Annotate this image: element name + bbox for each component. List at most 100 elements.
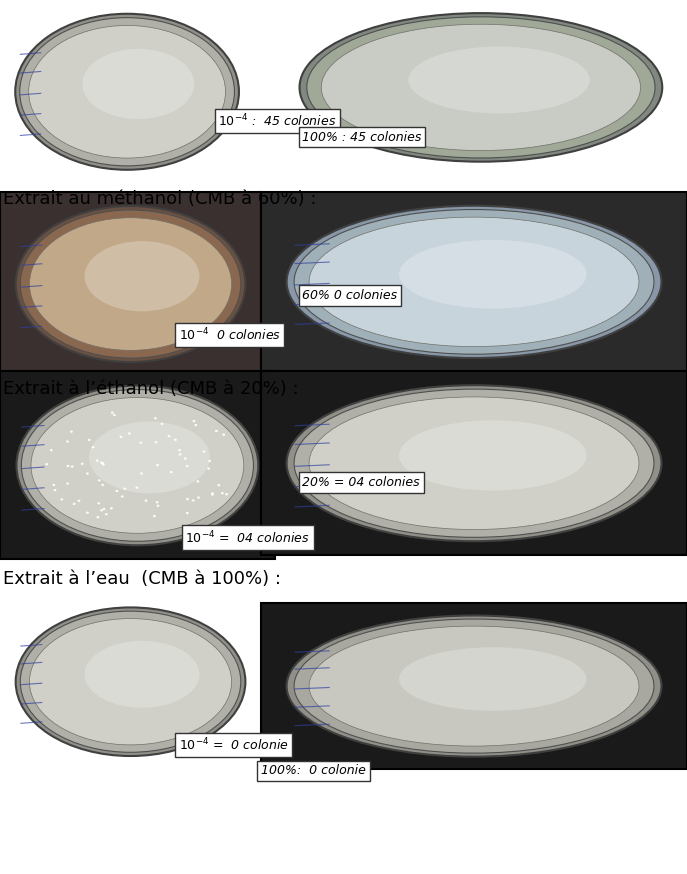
Ellipse shape — [67, 465, 69, 467]
Ellipse shape — [81, 462, 84, 465]
Ellipse shape — [309, 217, 639, 347]
Ellipse shape — [294, 389, 654, 538]
Ellipse shape — [88, 439, 91, 441]
Ellipse shape — [60, 498, 63, 501]
Text: Extrait à l’éthanol (CMB à 20%) :: Extrait à l’éthanol (CMB à 20%) : — [3, 380, 299, 399]
Ellipse shape — [170, 471, 172, 474]
Text: Extrait au méthanol (CMB à 60%) :: Extrait au méthanol (CMB à 60%) : — [3, 190, 317, 208]
Ellipse shape — [399, 420, 587, 490]
Ellipse shape — [121, 496, 124, 497]
Ellipse shape — [30, 619, 232, 745]
Text: 60% 0 colonies: 60% 0 colonies — [302, 289, 397, 302]
Ellipse shape — [192, 499, 194, 502]
Ellipse shape — [221, 492, 224, 495]
Ellipse shape — [16, 385, 258, 545]
Ellipse shape — [144, 499, 148, 502]
Ellipse shape — [179, 454, 181, 455]
Ellipse shape — [184, 457, 187, 460]
Ellipse shape — [105, 513, 108, 516]
Ellipse shape — [174, 439, 177, 441]
Ellipse shape — [185, 465, 189, 468]
Ellipse shape — [225, 493, 228, 496]
Ellipse shape — [82, 49, 194, 119]
Ellipse shape — [139, 441, 142, 444]
Ellipse shape — [95, 460, 99, 461]
Ellipse shape — [309, 397, 639, 530]
Bar — [0, 371, 275, 559]
Ellipse shape — [101, 483, 104, 486]
Ellipse shape — [286, 385, 662, 541]
Bar — [0, 192, 261, 376]
Ellipse shape — [155, 441, 157, 443]
Text: Extrait à l’eau  (CMB à 100%) :: Extrait à l’eau (CMB à 100%) : — [3, 570, 282, 588]
Ellipse shape — [89, 421, 210, 493]
Ellipse shape — [110, 507, 113, 510]
Ellipse shape — [124, 488, 126, 490]
Ellipse shape — [399, 648, 587, 711]
Ellipse shape — [86, 511, 89, 514]
Ellipse shape — [16, 206, 245, 362]
Ellipse shape — [100, 510, 103, 511]
Text: 100%:  0 colonie: 100%: 0 colonie — [261, 765, 366, 777]
Ellipse shape — [66, 440, 69, 443]
Text: $10^{-4}$ =  04 colonies: $10^{-4}$ = 04 colonies — [185, 530, 310, 545]
Ellipse shape — [20, 611, 241, 753]
Ellipse shape — [66, 482, 69, 485]
Ellipse shape — [154, 417, 157, 420]
Text: 20% = 04 colonies: 20% = 04 colonies — [302, 476, 420, 489]
Text: $10^{-4}$  0 colonies: $10^{-4}$ 0 colonies — [179, 327, 281, 343]
Ellipse shape — [223, 434, 225, 436]
Ellipse shape — [96, 516, 100, 518]
Ellipse shape — [286, 615, 662, 757]
Ellipse shape — [100, 461, 103, 464]
Ellipse shape — [73, 503, 76, 505]
Bar — [261, 371, 687, 555]
Ellipse shape — [286, 205, 662, 358]
Ellipse shape — [86, 472, 89, 475]
Ellipse shape — [29, 25, 225, 158]
Ellipse shape — [30, 218, 232, 350]
Ellipse shape — [102, 508, 105, 510]
Ellipse shape — [85, 641, 199, 708]
Ellipse shape — [211, 492, 214, 495]
Ellipse shape — [78, 500, 80, 502]
Ellipse shape — [211, 493, 214, 496]
Bar — [261, 192, 687, 371]
Ellipse shape — [294, 619, 654, 753]
Ellipse shape — [70, 430, 73, 433]
Ellipse shape — [21, 390, 254, 541]
Ellipse shape — [203, 450, 205, 453]
Ellipse shape — [307, 17, 655, 158]
Ellipse shape — [208, 460, 211, 462]
Text: 100% : 45 colonies: 100% : 45 colonies — [302, 131, 422, 143]
Ellipse shape — [31, 398, 244, 533]
Ellipse shape — [157, 504, 159, 507]
Ellipse shape — [207, 468, 210, 469]
Ellipse shape — [192, 420, 195, 422]
Ellipse shape — [197, 496, 200, 499]
Ellipse shape — [102, 462, 104, 464]
Ellipse shape — [300, 13, 662, 162]
Ellipse shape — [294, 210, 654, 354]
Ellipse shape — [399, 240, 587, 309]
Ellipse shape — [52, 483, 55, 486]
Ellipse shape — [309, 626, 639, 746]
Ellipse shape — [20, 17, 234, 166]
Bar — [261, 603, 687, 769]
Ellipse shape — [102, 463, 104, 466]
Ellipse shape — [217, 484, 221, 486]
Ellipse shape — [215, 430, 218, 432]
Ellipse shape — [91, 446, 95, 448]
Text: $10^{-4}$ =  0 colonie: $10^{-4}$ = 0 colonie — [179, 737, 289, 753]
Ellipse shape — [135, 487, 138, 489]
Ellipse shape — [71, 465, 74, 468]
Ellipse shape — [178, 449, 181, 451]
Ellipse shape — [156, 501, 159, 503]
Ellipse shape — [128, 433, 131, 434]
Ellipse shape — [153, 515, 156, 517]
Ellipse shape — [140, 472, 143, 475]
Ellipse shape — [408, 46, 589, 114]
Ellipse shape — [186, 498, 189, 500]
Ellipse shape — [120, 435, 122, 438]
Ellipse shape — [15, 14, 239, 170]
